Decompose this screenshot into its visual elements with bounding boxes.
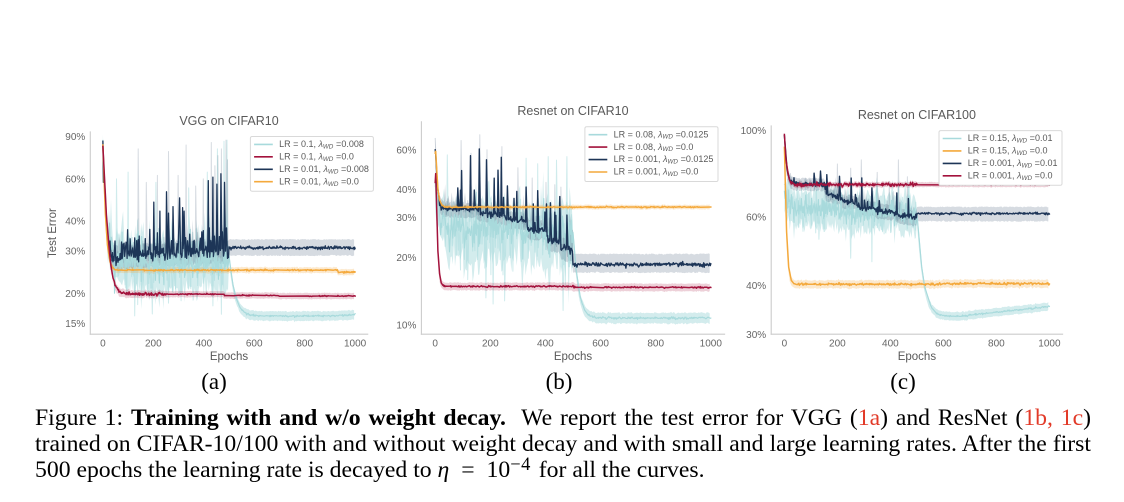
svg-text:L R = 0 . 1 5 , = 0 .: L R = 0 . 1 5 , = 0 . 0 λ W D (968, 141, 1052, 159)
svg-text:VGG on CIFAR10: VGG on CIFAR10 (179, 114, 278, 128)
svg-text:L R = 0 . 0 8 , = 0 .: L R = 0 . 0 8 , = 0 . 0 λ W D (614, 137, 698, 155)
svg-text:Resnet on CIFAR100: Resnet on CIFAR100 (858, 108, 976, 122)
svg-text:600: 600 (592, 338, 609, 349)
svg-text:100%: 100% (741, 126, 767, 137)
svg-text:0: 0 (782, 338, 788, 349)
svg-text:Epochs: Epochs (554, 351, 593, 363)
svg-text:40%: 40% (396, 185, 416, 196)
svg-text:L R = 0 . 0 0 1 , = 0: L R = 0 . 0 0 1 , = 0 . 0 1 λ W D (968, 153, 1062, 171)
svg-text:90%: 90% (65, 132, 85, 143)
svg-text:30%: 30% (65, 247, 85, 258)
svg-text:L R = 0 . 0 1 , = 0 .: L R = 0 . 0 1 , = 0 . 0 0 8 λ W D (279, 159, 373, 177)
svg-text:800: 800 (647, 338, 664, 349)
svg-text:1000: 1000 (344, 338, 367, 349)
svg-text:10%: 10% (396, 321, 416, 332)
svg-text:Resnet on CIFAR10: Resnet on CIFAR10 (517, 104, 628, 118)
svg-text:40%: 40% (65, 217, 85, 228)
svg-text:600: 600 (246, 338, 263, 349)
svg-text:L R = 0 . 0 8 , = 0 .: L R = 0 . 0 8 , = 0 . 0 1 2 5 λ W D (614, 124, 713, 142)
svg-text:200: 200 (145, 338, 162, 349)
svg-text:1000: 1000 (1038, 338, 1061, 349)
svg-text:200: 200 (482, 338, 499, 349)
svg-text:60%: 60% (746, 213, 766, 224)
svg-text:400: 400 (537, 338, 554, 349)
svg-text:600: 600 (935, 338, 952, 349)
svg-text:800: 800 (988, 338, 1005, 349)
svg-text:L R = 0 . 0 1 , = 0 .: L R = 0 . 0 1 , = 0 . 0 λ W D (279, 171, 363, 189)
svg-text:L R = 0 . 1 , = 0 . 0: L R = 0 . 1 , = 0 . 0 λ W D (279, 146, 358, 164)
svg-text:200: 200 (829, 338, 846, 349)
svg-text:Epochs: Epochs (210, 351, 249, 363)
svg-text:20%: 20% (396, 253, 416, 264)
svg-text:L R = 0 . 0 0 1 , = 0: L R = 0 . 0 0 1 , = 0 . 0 λ W D (968, 165, 1057, 183)
svg-text:Epochs: Epochs (898, 351, 937, 363)
svg-text:60%: 60% (65, 175, 85, 186)
svg-text:L R = 0 . 0 0 1 , = 0: L R = 0 . 0 0 1 , = 0 . 0 1 2 5 λ W D (614, 149, 718, 167)
svg-text:L R = 0 . 1 , = 0 . 0: L R = 0 . 1 , = 0 . 0 0 8 λ W D (279, 134, 368, 152)
svg-text:30%: 30% (396, 213, 416, 224)
svg-text:60%: 60% (396, 146, 416, 157)
svg-text:40%: 40% (746, 281, 766, 292)
svg-text:400: 400 (882, 338, 899, 349)
svg-text:L R = 0 . 1 5 , = 0 .: L R = 0 . 1 5 , = 0 . 0 1 λ W D (968, 128, 1057, 146)
svg-text:400: 400 (195, 338, 212, 349)
svg-text:0: 0 (100, 338, 106, 349)
svg-text:20%: 20% (65, 289, 85, 300)
svg-text:1000: 1000 (700, 338, 723, 349)
svg-text:0: 0 (432, 338, 438, 349)
svg-text:30%: 30% (746, 330, 766, 341)
svg-text:Test Error: Test Error (47, 208, 59, 258)
svg-text:L R = 0 . 0 0 1 , = 0: L R = 0 . 0 0 1 , = 0 . 0 λ W D (614, 162, 703, 180)
svg-text:15%: 15% (65, 319, 85, 330)
svg-text:800: 800 (296, 338, 313, 349)
